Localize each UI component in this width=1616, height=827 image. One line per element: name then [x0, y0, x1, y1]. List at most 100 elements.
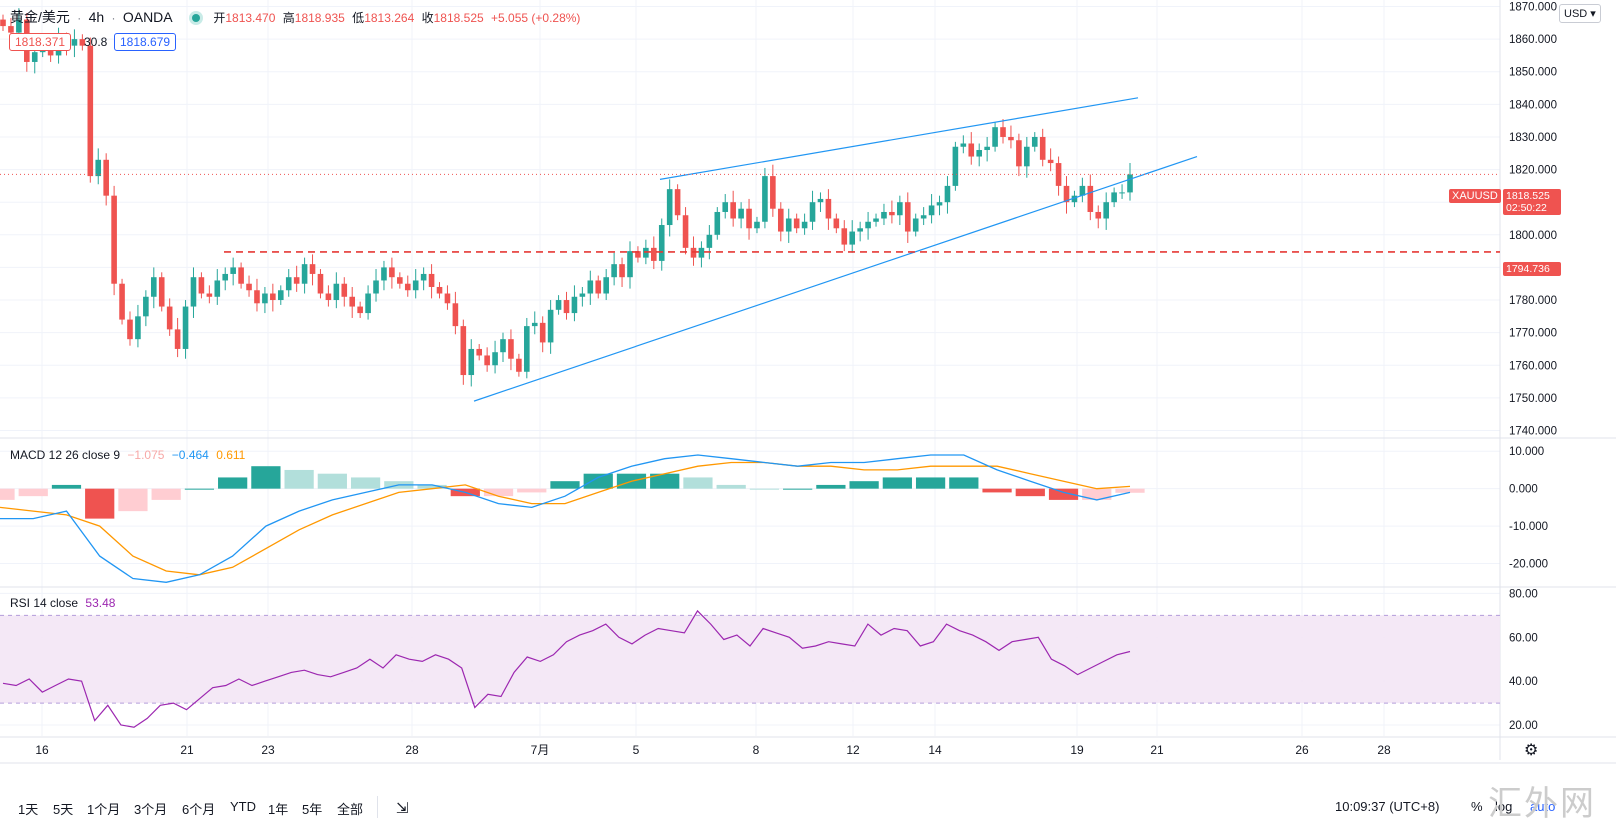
macd-hist-bar [949, 477, 979, 489]
macd-hist-bar [550, 481, 580, 489]
candle-body [206, 293, 213, 297]
currency-select[interactable]: USD ▾ [1559, 4, 1601, 23]
sell-button[interactable]: 1818.371 [9, 33, 72, 51]
candle-body [492, 352, 498, 366]
candle-body [214, 280, 221, 297]
close-label: 收 [421, 11, 434, 25]
rsi-line [2, 609, 1131, 728]
percent-toggle[interactable]: % [1471, 799, 1483, 814]
candle-body [293, 277, 300, 284]
close-value: 1818.525 [433, 11, 484, 25]
settings-icon[interactable]: ⚙ [1524, 742, 1539, 759]
candle-body [881, 211, 887, 219]
candle-body [198, 277, 205, 294]
candle-body [373, 280, 379, 294]
candle-body [1103, 202, 1109, 219]
candle-body [1095, 211, 1102, 219]
candle-body [698, 247, 705, 258]
clock-time[interactable]: 10:09:37 (UTC+8) [1335, 799, 1440, 814]
symbol-name[interactable]: 黄金/美元 [10, 9, 70, 25]
chevron-down-icon: ▾ [1590, 8, 1596, 20]
candle-body [119, 283, 125, 320]
macd-hist-bar [849, 481, 879, 489]
candle-body [849, 231, 856, 245]
candle-body [1079, 185, 1086, 196]
range-6m[interactable]: 6个月 [182, 802, 216, 817]
candle-body [476, 348, 482, 356]
candle-body [16, 19, 22, 33]
candle-body [524, 326, 530, 372]
candle-body [1008, 136, 1014, 141]
candle-body [1063, 185, 1070, 203]
candle-body [404, 283, 411, 291]
symbol-legend[interactable]: 黄金/美元 · 4h · OANDA 开1813.470 高1818.935 低… [10, 9, 581, 25]
log-toggle[interactable]: log [1495, 799, 1513, 814]
candle-body [0, 19, 6, 27]
candle-body [111, 195, 117, 284]
candle-body [1024, 146, 1030, 167]
candle-body [674, 189, 681, 216]
price-axis-label: 1750.000 [1509, 393, 1557, 405]
time-axis-label: 12 [846, 743, 860, 757]
time-axis-label: 7月 [531, 743, 550, 757]
macd-hist-bar [51, 484, 82, 489]
macd-axis-label: 10.000 [1509, 446, 1544, 458]
macd-hist-bar [350, 477, 381, 489]
range-5d[interactable]: 5天 [53, 802, 74, 817]
support-trendline [473, 155, 1198, 402]
price-axis-label: 1860.000 [1509, 34, 1557, 46]
candle-body [127, 319, 133, 340]
candle-body [960, 143, 967, 147]
candle-body [79, 39, 86, 46]
candle-body [952, 146, 959, 186]
range-1m[interactable]: 1个月 [87, 802, 121, 817]
candle-body [1016, 140, 1022, 167]
candle-body [603, 277, 609, 294]
auto-toggle[interactable]: auto [1530, 799, 1556, 814]
macd-hist-bar [151, 488, 181, 500]
candle-body [912, 218, 919, 232]
macd-hist-bar [284, 469, 314, 489]
candle-body [770, 176, 776, 209]
macd-hist-bar [118, 488, 148, 512]
spread-value: 30.8 [84, 35, 108, 49]
macd-signal-value: 0.611 [216, 448, 246, 462]
candle-body [579, 293, 586, 297]
range-ytd[interactable]: YTD [230, 799, 256, 814]
candle-body [325, 293, 332, 301]
candle-body [262, 293, 268, 304]
range-1d[interactable]: 1天 [18, 802, 39, 817]
watermark-logo: 汇外网 [1488, 784, 1596, 824]
candle-body [611, 264, 617, 278]
candle-body [428, 273, 435, 287]
range-3m[interactable]: 3个月 [134, 802, 168, 817]
candle-body [1071, 195, 1078, 203]
candle-body [246, 283, 252, 291]
rsi-legend[interactable]: RSI 14 close 53.48 [10, 596, 119, 610]
macd-axis-label: 0.000 [1509, 484, 1538, 496]
macd-histogram [0, 466, 1145, 519]
candle-body [595, 280, 602, 294]
candle-body [809, 202, 816, 222]
candle-body [222, 273, 229, 281]
rsi-value: 53.48 [85, 596, 116, 610]
range-5y[interactable]: 5年 [302, 802, 323, 817]
goto-date-icon[interactable]: ⇲ [396, 800, 409, 817]
macd-hist-bar [1082, 488, 1112, 500]
macd-hist-bar [218, 477, 248, 489]
open-label: 开 [213, 11, 226, 25]
macd-hist-bar [749, 488, 780, 490]
candle-body [730, 202, 736, 219]
candle-body [349, 296, 356, 307]
candle-body [920, 215, 927, 219]
candle-body [150, 277, 157, 297]
macd-legend[interactable]: MACD 12 26 close 9 −1.075 −0.464 0.611 [10, 448, 249, 462]
range-1y[interactable]: 1年 [268, 802, 289, 817]
candle-body [682, 215, 689, 248]
buy-button[interactable]: 1818.679 [114, 33, 177, 51]
range-all[interactable]: 全部 [337, 802, 364, 817]
macd-hist-bar [85, 488, 115, 519]
candle-body [746, 208, 752, 229]
candle-body [976, 150, 983, 157]
